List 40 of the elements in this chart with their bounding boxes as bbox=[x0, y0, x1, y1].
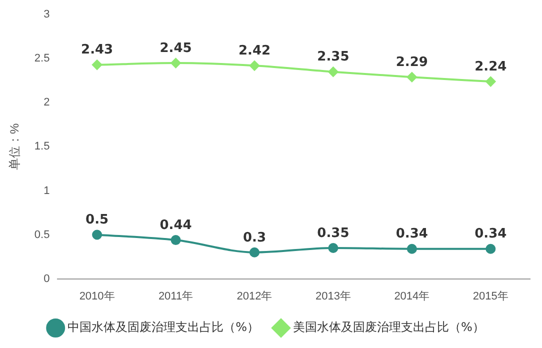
data-label: 0.35 bbox=[317, 226, 350, 241]
data-label: 0.34 bbox=[396, 226, 428, 242]
y-tick-label: 0.5 bbox=[34, 228, 50, 241]
y-tick-label: 1.5 bbox=[34, 140, 50, 153]
point bbox=[406, 244, 417, 254]
y-tick-label: 1 bbox=[44, 184, 50, 197]
data-label: 0.34 bbox=[474, 226, 507, 242]
point bbox=[249, 247, 260, 258]
data-label: 2.24 bbox=[474, 59, 507, 74]
point bbox=[170, 58, 181, 68]
legend-label: 中国水体及固废治理支出占比（%） bbox=[68, 320, 260, 334]
x-tick-label: 2014年 bbox=[394, 290, 430, 302]
data-label: 0.5 bbox=[86, 212, 109, 228]
legend-label: 美国水体及固废治理支出占比（%） bbox=[293, 320, 484, 334]
point bbox=[486, 244, 496, 254]
x-tick-label: 2013年 bbox=[315, 290, 351, 302]
y-tick-label: 3 bbox=[44, 8, 50, 21]
data-label: 0.44 bbox=[160, 218, 192, 233]
point bbox=[92, 230, 102, 240]
data-label: 2.42 bbox=[238, 44, 271, 59]
data-label: 2.43 bbox=[81, 42, 114, 58]
x-tick-label: 2011年 bbox=[158, 290, 194, 302]
y-tick-label: 2.5 bbox=[34, 52, 50, 65]
data-label: 2.35 bbox=[317, 50, 350, 65]
x-tick-label: 2012年 bbox=[236, 290, 272, 302]
y-tick-label: 2 bbox=[44, 96, 50, 109]
y-axis-title: 单位：% bbox=[8, 123, 22, 170]
point bbox=[328, 66, 338, 77]
point bbox=[249, 60, 260, 71]
data-label: 0.3 bbox=[242, 230, 266, 246]
point bbox=[328, 242, 338, 253]
data-label: 2.45 bbox=[160, 40, 192, 56]
data-label: 2.29 bbox=[396, 55, 428, 70]
point bbox=[170, 235, 181, 246]
point bbox=[486, 76, 496, 87]
point bbox=[92, 60, 102, 70]
x-tick-label: 2010年 bbox=[79, 290, 115, 302]
y-tick-label: 0 bbox=[44, 272, 50, 285]
x-tick-label: 2015年 bbox=[472, 290, 508, 302]
point bbox=[406, 72, 417, 82]
